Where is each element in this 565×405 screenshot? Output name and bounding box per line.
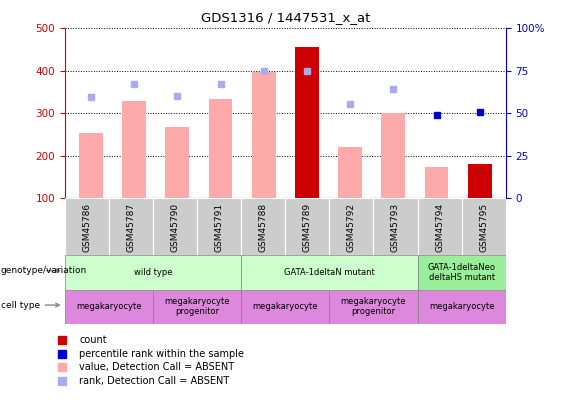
FancyBboxPatch shape [241, 255, 418, 290]
Title: GDS1316 / 1447531_x_at: GDS1316 / 1447531_x_at [201, 11, 370, 24]
Text: cell type: cell type [1, 301, 59, 309]
Text: GSM45786: GSM45786 [82, 203, 92, 252]
Text: GSM45794: GSM45794 [435, 203, 444, 252]
FancyBboxPatch shape [418, 290, 506, 324]
Bar [208, 99, 232, 198]
FancyBboxPatch shape [418, 255, 506, 290]
Text: rank, Detection Call = ABSENT: rank, Detection Call = ABSENT [79, 376, 229, 386]
Text: megakaryocyte
progenitor: megakaryocyte progenitor [164, 297, 230, 316]
Text: value, Detection Call = ABSENT: value, Detection Call = ABSENT [79, 362, 234, 373]
FancyBboxPatch shape [373, 198, 418, 255]
Bar [338, 147, 362, 198]
Text: megakaryocyte: megakaryocyte [76, 302, 142, 311]
FancyBboxPatch shape [329, 290, 418, 324]
Text: GATA-1deltaNeo
deltaHS mutant: GATA-1deltaNeo deltaHS mutant [428, 263, 496, 282]
FancyBboxPatch shape [285, 198, 329, 255]
Text: GSM45789: GSM45789 [303, 203, 312, 252]
FancyBboxPatch shape [329, 198, 373, 255]
Bar [468, 164, 492, 198]
Text: count: count [79, 335, 107, 345]
FancyBboxPatch shape [418, 198, 462, 255]
Text: GSM45792: GSM45792 [347, 203, 356, 252]
Text: genotype/variation: genotype/variation [1, 266, 87, 275]
FancyBboxPatch shape [65, 255, 241, 290]
FancyBboxPatch shape [241, 290, 329, 324]
FancyBboxPatch shape [65, 290, 153, 324]
FancyBboxPatch shape [109, 198, 153, 255]
Text: GSM45793: GSM45793 [391, 203, 400, 252]
Text: megakaryocyte: megakaryocyte [429, 302, 494, 311]
Text: megakaryocyte: megakaryocyte [253, 302, 318, 311]
Bar [425, 167, 449, 198]
Text: GSM45795: GSM45795 [479, 203, 488, 252]
Text: GSM45788: GSM45788 [259, 203, 268, 252]
Bar [295, 47, 319, 198]
Text: percentile rank within the sample: percentile rank within the sample [79, 349, 244, 359]
Text: GSM45787: GSM45787 [127, 203, 136, 252]
Bar [166, 127, 189, 198]
Text: wild type: wild type [134, 268, 172, 277]
Bar [122, 101, 146, 198]
FancyBboxPatch shape [197, 198, 241, 255]
Bar [79, 132, 103, 198]
Bar [381, 113, 405, 198]
FancyBboxPatch shape [241, 198, 285, 255]
Text: megakaryocyte
progenitor: megakaryocyte progenitor [341, 297, 406, 316]
Text: GSM45790: GSM45790 [171, 203, 180, 252]
FancyBboxPatch shape [462, 198, 506, 255]
Text: GSM45791: GSM45791 [215, 203, 224, 252]
Text: GATA-1deltaN mutant: GATA-1deltaN mutant [284, 268, 375, 277]
FancyBboxPatch shape [153, 290, 241, 324]
FancyBboxPatch shape [65, 198, 109, 255]
Bar [252, 72, 276, 198]
FancyBboxPatch shape [153, 198, 197, 255]
